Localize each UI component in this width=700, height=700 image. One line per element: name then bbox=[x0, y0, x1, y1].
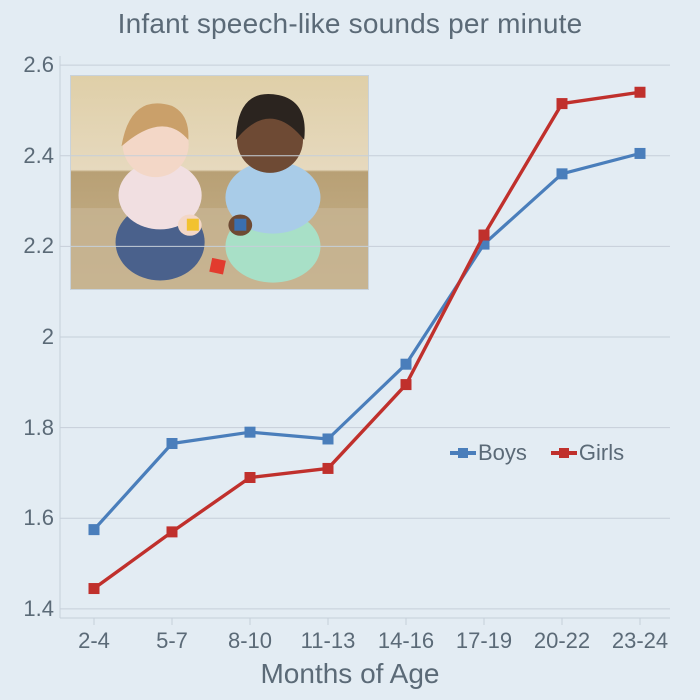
legend-item-boys: Boys bbox=[450, 440, 527, 466]
y-tick-label: 1.8 bbox=[0, 415, 54, 441]
y-tick-label: 2.4 bbox=[0, 143, 54, 169]
legend-swatch-boys bbox=[450, 451, 476, 455]
x-tick-label: 23-24 bbox=[612, 628, 668, 654]
x-tick-label: 17-19 bbox=[456, 628, 512, 654]
x-tick-label: 2-4 bbox=[78, 628, 110, 654]
x-tick-label: 20-22 bbox=[534, 628, 590, 654]
legend: Boys Girls bbox=[450, 440, 624, 466]
y-tick-label: 1.4 bbox=[0, 596, 54, 622]
x-tick-label: 8-10 bbox=[228, 628, 272, 654]
x-tick-label: 11-13 bbox=[301, 628, 356, 654]
x-tick-label: 5-7 bbox=[156, 628, 188, 654]
y-tick-label: 2.6 bbox=[0, 52, 54, 78]
x-tick-label: 14-16 bbox=[378, 628, 434, 654]
legend-label-girls: Girls bbox=[579, 440, 624, 466]
legend-label-boys: Boys bbox=[478, 440, 527, 466]
legend-swatch-girls bbox=[551, 451, 577, 455]
line-chart bbox=[0, 0, 700, 700]
y-tick-label: 1.6 bbox=[0, 505, 54, 531]
x-axis-label: Months of Age bbox=[0, 658, 700, 690]
legend-item-girls: Girls bbox=[551, 440, 624, 466]
chart-container: Infant speech-like sounds per minute 1.4… bbox=[0, 0, 700, 700]
y-tick-label: 2.2 bbox=[0, 233, 54, 259]
y-tick-label: 2 bbox=[0, 324, 54, 350]
